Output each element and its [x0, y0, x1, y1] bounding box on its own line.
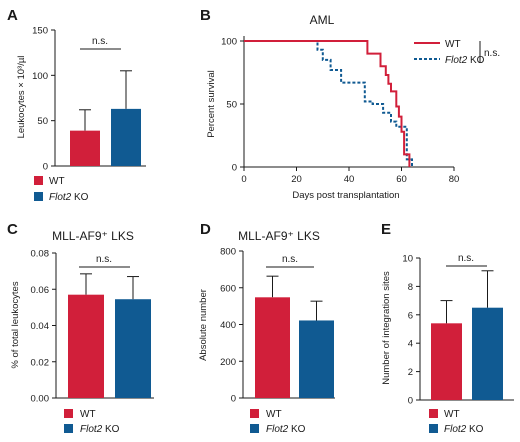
panel-b-y-tick-label: 50 [226, 100, 237, 111]
panel-c-y-tick-label: 0.00 [31, 394, 50, 405]
panel-e-y-tick-label: 6 [408, 310, 413, 321]
panel-d-legend: WT Flot2 KO [250, 409, 306, 435]
legend-swatch-ko [429, 424, 438, 433]
panel-c-y-tick-label: 0.02 [31, 357, 50, 368]
panel-a-significance-label: n.s. [92, 36, 108, 47]
panel-a-legend: WT Flot2 KO [34, 176, 89, 203]
panel-b-x-axis-label: Days post transplantation [292, 190, 399, 201]
panel-b-x-tick-label: 40 [344, 174, 355, 185]
panel-b-x-tick-label: 60 [396, 174, 407, 185]
panel-c-bar-ko [115, 299, 151, 398]
panel-a-y-tick-label: 150 [32, 26, 48, 37]
panel-b-survival-line-ko [244, 40, 413, 167]
panel-c-legend: WT Flot2 KO [64, 409, 120, 435]
panel-letter-c: C [7, 221, 18, 238]
legend-swatch-ko [250, 424, 259, 433]
panel-e-bar-wt [431, 323, 462, 400]
legend-label-ko: Flot2 KO [266, 424, 306, 435]
panel-e-y-tick-label: 4 [408, 339, 413, 350]
legend-label-ko: Flot2 KO [444, 424, 484, 435]
panel-e-bar-ko [472, 307, 503, 400]
panel-b-survival-line-wt [244, 40, 411, 167]
panel-c-y-tick-label: 0.06 [31, 285, 50, 296]
panel-a-y-axis-label: Leukocytes × 10³/µl [16, 56, 27, 139]
panel-c: C MLL-AF9⁺ LKS % of total leukocytes 0.0… [7, 221, 154, 435]
panel-d-bar-ko [299, 320, 334, 398]
panel-d-y-axis-label: Absolute number [198, 289, 209, 361]
legend-line-label-ko: Flot2 KO [445, 55, 485, 66]
panel-letter-d: D [200, 221, 211, 238]
panel-b-x-tick-label: 0 [241, 174, 246, 185]
panel-b-x-tick-label: 20 [291, 174, 302, 185]
panel-e-y-tick-label: 2 [408, 367, 413, 378]
panel-d-bar-wt [255, 297, 290, 398]
panel-c-significance-label: n.s. [96, 254, 112, 265]
panel-e-significance-label: n.s. [458, 253, 474, 264]
panel-e: E Number of integration sites 0 2 4 6 8 10 n.… [381, 221, 514, 435]
panel-d-y-tick-label: 400 [220, 320, 236, 331]
legend-label-wt: WT [80, 409, 96, 420]
legend-label-ko: Flot2 KO [49, 192, 89, 203]
panel-d-y-tick-label: 600 [220, 283, 236, 294]
panel-d-y-tick-label: 800 [220, 247, 236, 258]
panel-b-significance-label: n.s. [484, 48, 500, 59]
panel-d-significance-label: n.s. [282, 254, 298, 265]
legend-swatch-wt [250, 409, 259, 418]
legend-line-label-wt: WT [445, 39, 461, 50]
panel-e-y-tick-label: 10 [402, 254, 413, 265]
panel-a-y-tick-label: 0 [43, 162, 48, 173]
panel-c-title: MLL-AF9⁺ LKS [52, 229, 134, 243]
panel-b-y-tick-label: 100 [221, 37, 237, 48]
panel-e-legend: WT Flot2 KO [429, 409, 484, 435]
legend-swatch-wt [34, 176, 43, 185]
panel-d-title: MLL-AF9⁺ LKS [238, 229, 320, 243]
panel-b-y-tick-label: 0 [232, 163, 237, 174]
panel-a-y-tick-label: 50 [37, 116, 48, 127]
panel-b-y-axis-label: Percent survival [206, 70, 217, 138]
panel-c-y-axis-label: % of total leukocytes [10, 281, 21, 368]
panel-letter-b: B [200, 7, 211, 24]
panel-c-y-tick-label: 0.08 [31, 249, 50, 260]
panel-c-y-tick-label: 0.04 [31, 321, 50, 332]
panel-a-bar-wt [70, 130, 100, 166]
legend-swatch-wt [64, 409, 73, 418]
panel-a: A Leukocytes × 10³/µl 0 50 100 150 n.s. WT … [7, 7, 146, 203]
panel-d-y-tick-label: 0 [231, 394, 236, 405]
legend-swatch-ko [64, 424, 73, 433]
panel-b-title: AML [310, 13, 335, 27]
legend-swatch-wt [429, 409, 438, 418]
legend-label-wt: WT [49, 176, 65, 187]
legend-label-wt: WT [444, 409, 460, 420]
legend-label-wt: WT [266, 409, 282, 420]
panel-b-x-tick-label: 80 [449, 174, 460, 185]
panel-e-y-tick-label: 8 [408, 282, 413, 293]
legend-swatch-ko [34, 192, 43, 201]
panel-e-y-axis-label: Number of integration sites [381, 271, 392, 385]
panel-a-bar-ko [111, 108, 141, 166]
panel-b-legend: WT Flot2 KO n.s. [414, 39, 500, 66]
panel-letter-a: A [7, 7, 18, 24]
panel-letter-e: E [381, 221, 391, 238]
panel-d-y-tick-label: 200 [220, 357, 236, 368]
panel-c-bar-wt [68, 294, 104, 398]
legend-label-ko: Flot2 KO [80, 424, 120, 435]
panel-d: D MLL-AF9⁺ LKS Absolute number 0 200 400 60… [198, 221, 335, 435]
panel-e-y-tick-label: 0 [408, 396, 413, 407]
panel-a-y-tick-label: 100 [32, 71, 48, 82]
